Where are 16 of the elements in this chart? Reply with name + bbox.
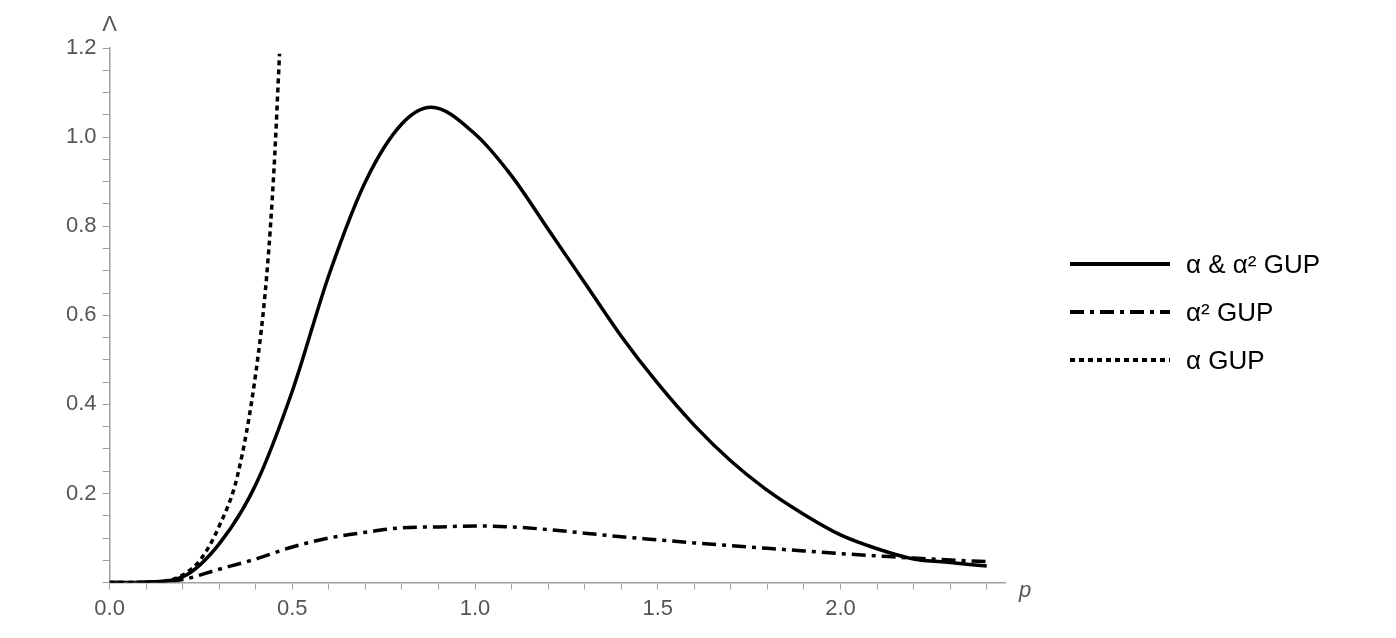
x-axis-title: p — [1018, 576, 1032, 602]
x-tick-label: 0.5 — [277, 594, 308, 620]
legend-label: α² GUP — [1186, 296, 1274, 328]
y-tick-label: 1.2 — [65, 34, 97, 60]
x-tick-label: 1.0 — [459, 594, 491, 620]
y-tick-label: 1.0 — [65, 123, 97, 149]
x-tick-label: 2.0 — [825, 594, 856, 620]
x-tick-label: 1.5 — [642, 594, 674, 620]
y-tick-label: 0.2 — [65, 479, 97, 505]
legend-label: α & α² GUP — [1186, 248, 1321, 280]
y-tick-label: 0.4 — [65, 390, 97, 416]
y-axis-title: Λ — [102, 11, 118, 37]
y-tick-label: 0.6 — [65, 301, 97, 327]
x-tick-label: 0.0 — [94, 594, 125, 620]
y-tick-label: 0.8 — [65, 212, 97, 238]
legend-label: α GUP — [1186, 344, 1265, 376]
